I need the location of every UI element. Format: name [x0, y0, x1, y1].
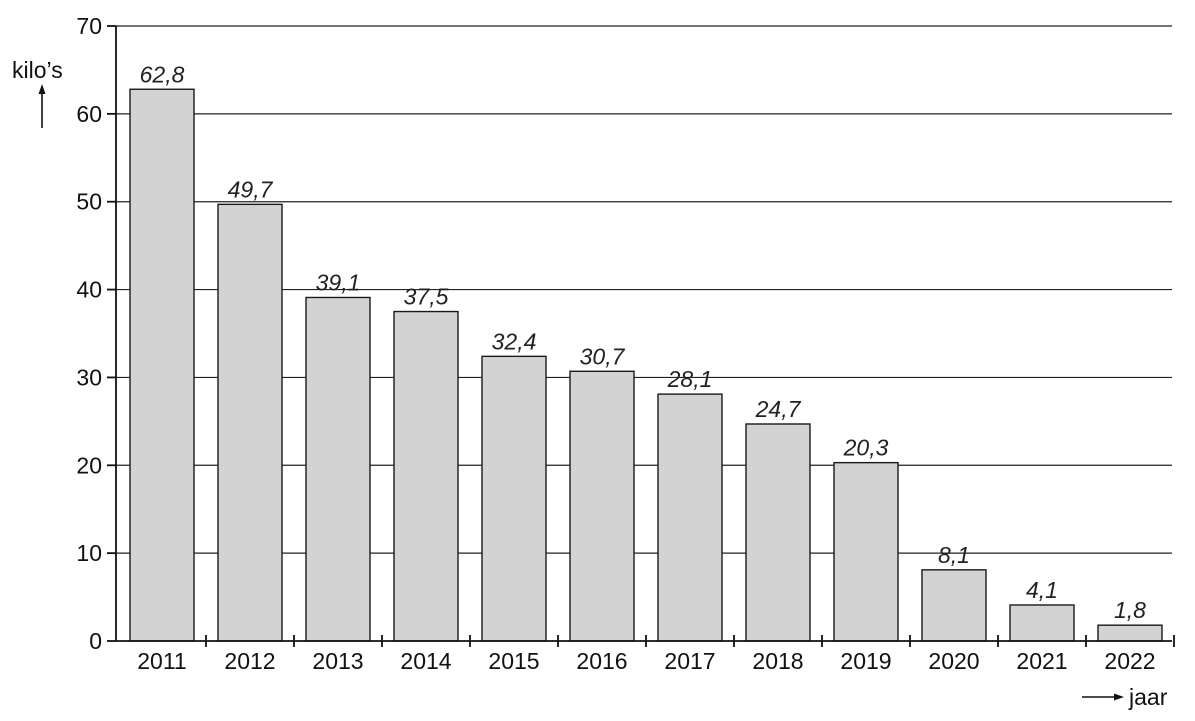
bar-2019 — [833, 461, 899, 642]
x-tick-label: 2012 — [224, 648, 275, 674]
gridlines — [116, 25, 1172, 554]
value-label: 4,1 — [1026, 577, 1058, 603]
y-tick-label: 70 — [76, 13, 102, 39]
x-tick-label: 2021 — [1016, 648, 1067, 674]
y-tick-label: 60 — [76, 101, 102, 127]
bar-2015 — [481, 355, 547, 642]
bar-2021 — [1009, 604, 1075, 642]
bar-2014 — [393, 310, 459, 642]
value-label: 28,1 — [667, 366, 713, 392]
value-label: 37,5 — [404, 284, 449, 310]
x-tick-label: 2013 — [312, 648, 363, 674]
y-tick-label: 30 — [76, 364, 102, 390]
x-tick-label: 2017 — [664, 648, 715, 674]
x-tick-label: 2011 — [137, 648, 186, 674]
y-tick-label: 10 — [76, 540, 102, 566]
value-label: 8,1 — [938, 542, 970, 568]
bar-2011 — [129, 88, 195, 642]
bar-2012 — [217, 203, 283, 642]
bar-2016 — [569, 370, 635, 642]
y-tick-label: 50 — [76, 189, 102, 215]
value-label: 49,7 — [228, 176, 274, 202]
bar-2018 — [745, 423, 811, 642]
bar-2013 — [305, 296, 371, 642]
value-label: 1,8 — [1114, 597, 1146, 623]
axes — [107, 25, 1175, 647]
bar-2022 — [1097, 624, 1163, 642]
y-tick-label: 0 — [89, 628, 102, 654]
x-tick-label: 2015 — [488, 648, 539, 674]
value-label: 39,1 — [316, 269, 361, 295]
bars — [129, 88, 1163, 642]
value-label: 32,4 — [492, 328, 537, 354]
x-axis-title: jaar — [1128, 684, 1168, 710]
labels: 0 10 20 30 40 50 60 70 62,8 49,7 39,1 37,5 32,4 30,7 2… — [76, 13, 1155, 674]
x-tick-label: 2014 — [400, 648, 451, 674]
x-tick-label: 2018 — [752, 648, 803, 674]
y-axis-arrow-icon — [38, 84, 46, 128]
x-tick-label: 2022 — [1104, 648, 1155, 674]
bar-2017 — [657, 393, 723, 642]
bar-2020 — [921, 569, 987, 642]
y-axis-title: kilo’s — [12, 57, 63, 83]
x-tick-label: 2020 — [928, 648, 979, 674]
value-label: 20,3 — [843, 435, 889, 461]
x-tick-label: 2016 — [576, 648, 627, 674]
y-tick-label: 20 — [76, 452, 102, 478]
x-tick-label: 2019 — [840, 648, 891, 674]
value-label: 62,8 — [140, 61, 185, 87]
value-label: 24,7 — [755, 396, 802, 422]
y-tick-label: 40 — [76, 277, 102, 303]
value-label: 30,7 — [580, 343, 626, 369]
x-axis-arrow-icon — [1082, 693, 1124, 701]
